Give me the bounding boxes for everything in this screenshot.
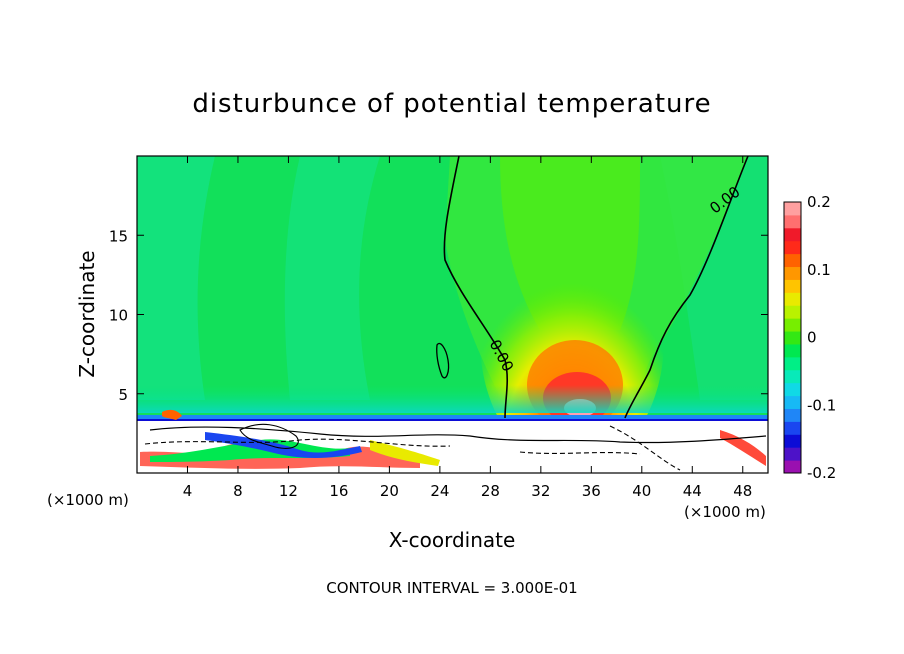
contour-interval-note: CONTOUR INTERVAL = 3.000E-01 [326,579,577,597]
colorbar: 0.2 0.1 0 -0.1 -0.2 [783,193,836,482]
colorbar-segment [784,240,801,255]
x-tick-label: 8 [233,482,243,500]
colorbar-segment [784,382,801,397]
colorbar-segment [784,318,801,332]
x-tick-label: 48 [733,482,752,500]
x-tick-label: 36 [582,482,601,500]
colorbar-tick-label: -0.2 [807,464,836,482]
x-tick-label: 4 [183,482,193,500]
x-tick-label: 12 [279,482,298,500]
y-tick-label: 5 [118,386,128,404]
colorbar-segment [784,369,801,384]
x-tick-label: 24 [430,482,449,500]
x-axis-label: X-coordinate [389,528,516,552]
y-axis-label: Z-coordinate [75,250,99,377]
plot-field [137,156,768,473]
x-tick-label: 16 [329,482,348,500]
colorbar-segment [784,214,801,229]
y-tick-label: 10 [109,307,128,325]
colorbar-segment [784,202,801,216]
colorbar-segment [784,395,801,409]
colorbar-segment [784,343,801,358]
x-tick-label: 20 [380,482,399,500]
colorbar-segment [784,279,801,293]
colorbar-tick-label: 0 [807,329,817,347]
chart-title: disturbunce of potential temperature [192,89,711,119]
x-axis: 4 8 12 16 20 24 28 32 36 40 44 48 [183,156,752,500]
colorbar-segment [784,227,801,242]
y-axis: 5 10 15 [109,227,768,404]
colorbar-segment [784,447,801,461]
x-tick-label: 32 [531,482,550,500]
x-tick-label: 28 [481,482,500,500]
colorbar-segment [784,421,801,435]
x-unit-right: (×1000 m) [684,503,766,521]
colorbar-segment [784,331,801,345]
colorbar-segment [784,253,801,268]
colorbar-frame [783,201,802,474]
x-unit-left: (×1000 m) [47,491,129,509]
colorbar-tick-label: 0.1 [807,261,831,279]
x-tick-label: 44 [683,482,702,500]
colorbar-segment [784,460,801,474]
colorbar-segment [784,408,801,422]
colorbar-segment [784,305,801,319]
x-tick-label: 40 [632,482,651,500]
colorbar-tick-label: -0.1 [807,396,836,414]
colorbar-segment [784,266,801,280]
colorbar-tick-label: 0.2 [807,193,831,211]
colorbar-segment [784,356,801,371]
colorbar-segment [784,434,801,448]
zero-contour [443,156,749,419]
y-tick-label: 15 [109,227,128,245]
colorbar-segment [784,292,801,306]
